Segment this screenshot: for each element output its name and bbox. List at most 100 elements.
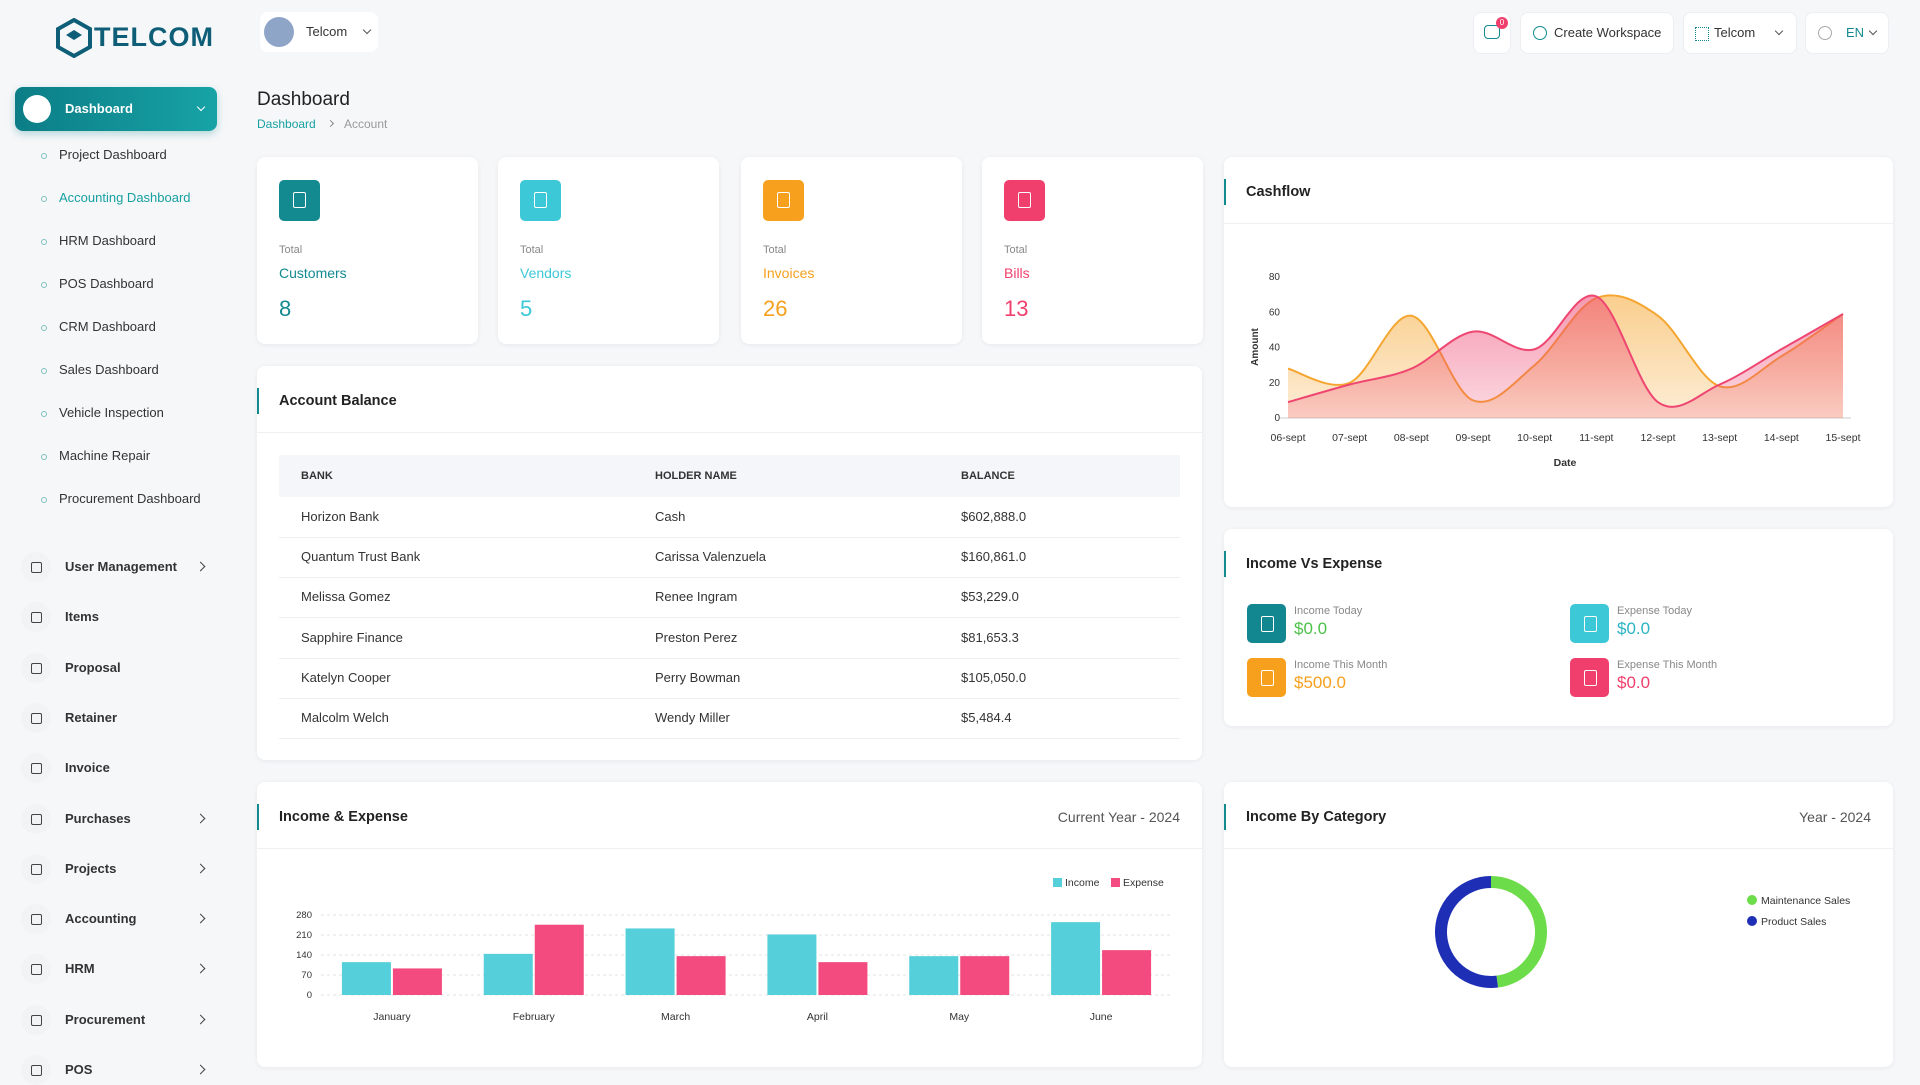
stat-label: Bills	[1004, 265, 1030, 281]
table-header	[279, 455, 1180, 497]
table-column-header: BALANCE	[961, 470, 1015, 482]
summary-value: $500.0	[1294, 673, 1346, 692]
y-tick-label: 280	[296, 910, 312, 921]
workspace-name: Telcom	[306, 24, 348, 39]
summary-value: $0.0	[1617, 673, 1651, 692]
legend-marker	[1747, 916, 1757, 926]
sidebar-link[interactable]: POS Dashboard	[41, 275, 201, 293]
legend-label: Product Sales	[1761, 916, 1826, 928]
sidebar-link[interactable]: Vehicle Inspection	[41, 404, 201, 422]
menu-icon	[21, 602, 51, 633]
sidebar-link[interactable]: Accounting Dashboard	[41, 189, 201, 207]
x-tick-label: 11-sept	[1579, 432, 1613, 444]
stat-caption: Total	[279, 244, 303, 256]
sidebar-link[interactable]: Project Dashboard	[41, 146, 201, 164]
table-cell: Renee Ingram	[655, 589, 738, 605]
y-tick-label: 70	[301, 970, 312, 981]
stat-caption: Total	[520, 244, 544, 256]
x-tick-label: 15-sept	[1825, 432, 1860, 444]
donut-segment	[1490, 876, 1547, 988]
x-tick-label: May	[949, 1011, 970, 1023]
x-tick-label: 06-sept	[1270, 432, 1305, 444]
x-axis-title: Date	[1554, 457, 1577, 469]
area-fill	[1288, 295, 1843, 418]
table-column-header: BANK	[301, 470, 333, 482]
stat-icon	[763, 180, 804, 221]
x-tick-label: 12-sept	[1640, 432, 1675, 444]
x-tick-label: 14-sept	[1764, 432, 1799, 444]
row-divider	[279, 738, 1180, 739]
row-divider	[279, 577, 1180, 579]
menu-icon	[21, 702, 51, 733]
menu-item[interactable]: Invoice	[65, 760, 110, 776]
card-title: Cashflow	[1223, 179, 1311, 205]
area-line	[1287, 294, 1844, 408]
summary-label: Income Today	[1294, 605, 1363, 617]
y-tick-label: 140	[296, 950, 312, 961]
workspace-selector[interactable]: Telcom	[260, 12, 378, 52]
sidebar-link[interactable]: HRM Dashboard	[41, 232, 201, 250]
logo-text[interactable]: TELCOM	[94, 22, 214, 52]
legend-label: Income	[1065, 877, 1100, 889]
menu-item[interactable]: Purchases	[65, 810, 131, 826]
globe-icon	[1818, 26, 1832, 40]
dashboard-menu-active[interactable]: Dashboard	[15, 87, 217, 131]
stat-card: Total Vendors 5	[498, 157, 719, 344]
menu-item[interactable]: Procurement	[65, 1011, 146, 1027]
table-cell: $105,050.0	[961, 669, 1027, 685]
sidebar-link[interactable]: Procurement Dashboard	[41, 491, 201, 506]
table-cell: $602,888.0	[961, 509, 1027, 524]
bar	[483, 953, 533, 995]
table-cell: Katelyn Cooper	[301, 669, 391, 685]
table-cell: Horizon Bank	[301, 509, 380, 524]
y-tick-label: 80	[1269, 272, 1281, 283]
stat-icon	[279, 180, 320, 221]
company-selector[interactable]: Telcom	[1683, 12, 1797, 54]
summary-label: Expense Today	[1617, 605, 1693, 617]
sidebar-link[interactable]: CRM Dashboard	[41, 318, 201, 336]
menu-item[interactable]: Items	[65, 609, 99, 625]
stat-value: 26	[763, 296, 788, 321]
create-workspace-button[interactable]: Create Workspace	[1520, 12, 1674, 54]
menu-item[interactable]: User Management	[65, 559, 177, 574]
card-subtitle: Year - 2024	[1799, 809, 1871, 825]
sidebar-link[interactable]: Sales Dashboard	[41, 361, 201, 379]
legend-label: Maintenance Sales	[1761, 895, 1850, 907]
table-cell: Carissa Valenzuela	[655, 549, 767, 565]
table-column-header: HOLDER NAME	[655, 470, 737, 482]
table-cell: $5,484.4	[961, 710, 1012, 725]
x-tick-label: March	[661, 1011, 690, 1023]
x-tick-label: 07-sept	[1332, 432, 1367, 444]
summary-icon	[1247, 604, 1286, 643]
menu-item[interactable]: Accounting	[65, 911, 137, 927]
language-selector[interactable]: EN	[1805, 12, 1889, 54]
card-title: Income & Expense	[257, 804, 408, 830]
menu-item[interactable]: HRM	[65, 961, 95, 977]
breadcrumb-link[interactable]: Dashboard	[257, 117, 316, 131]
table-cell: $160,861.0	[961, 549, 1027, 565]
menu-item[interactable]: Proposal	[65, 659, 121, 675]
sidebar: Dashboard Project Dashboard Accounting Da…	[0, 0, 233, 1085]
x-tick-label: 08-sept	[1394, 432, 1429, 444]
card-title: Income Vs Expense	[1223, 551, 1383, 577]
y-tick-label: 60	[1269, 307, 1281, 318]
menu-item[interactable]: Projects	[65, 860, 117, 876]
table-cell: Quantum Trust Bank	[301, 549, 421, 565]
table-cell: Malcolm Welch	[301, 710, 389, 725]
home-icon	[23, 95, 51, 123]
breadcrumb-current: Account	[344, 117, 388, 131]
account-balance-card: Account Balance BANK HOLDER NAME BALANCE Ho…	[257, 366, 1202, 760]
y-tick-label: 0	[307, 990, 312, 1001]
x-tick-label: April	[807, 1011, 828, 1023]
sidebar-link[interactable]: Machine Repair	[41, 447, 201, 465]
legend-marker	[1747, 895, 1757, 905]
notification-button[interactable]: 0	[1473, 12, 1511, 54]
menu-item[interactable]: Retainer	[65, 709, 118, 725]
chat-icon	[1484, 25, 1500, 39]
bar	[960, 956, 1010, 995]
page-title: Dashboard	[257, 89, 350, 110]
menu-icon	[21, 954, 51, 985]
menu-item[interactable]: POS	[65, 1062, 93, 1077]
